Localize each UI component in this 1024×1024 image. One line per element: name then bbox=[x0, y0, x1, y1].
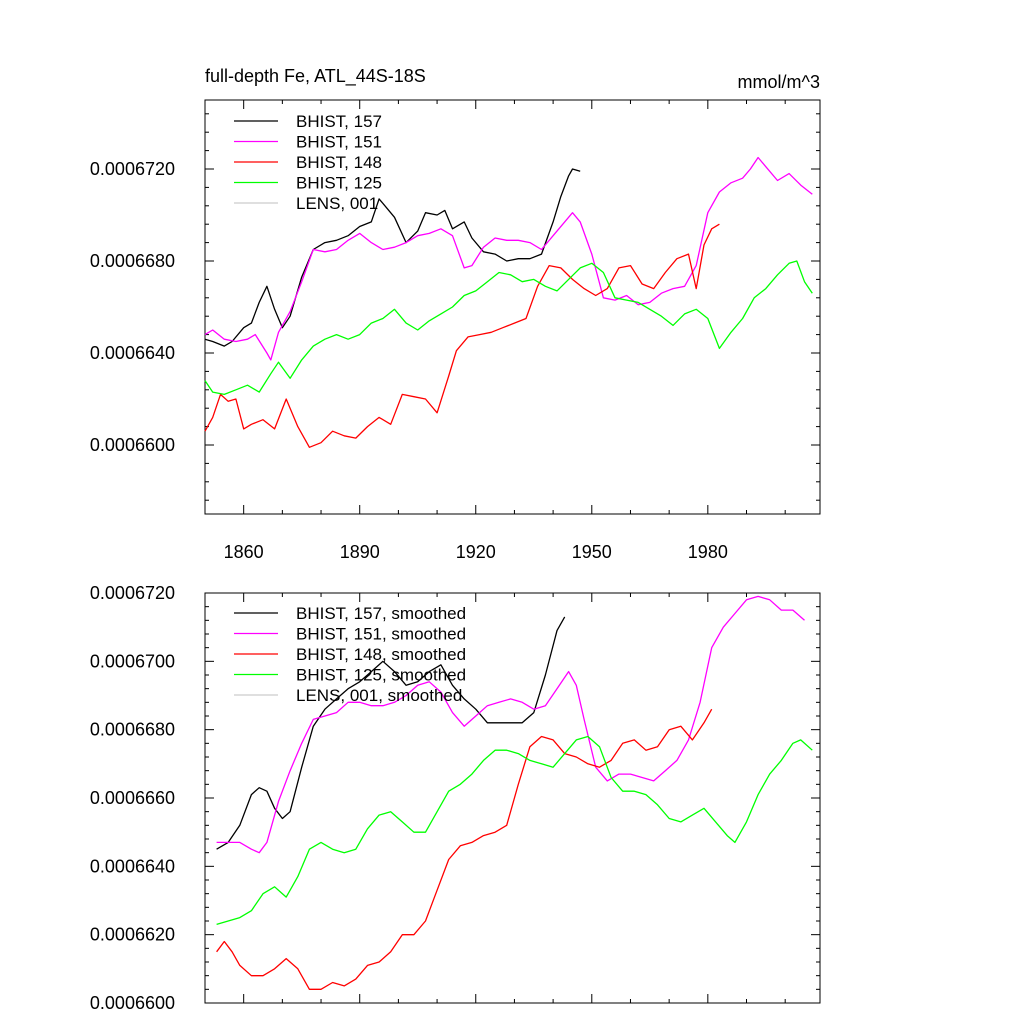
y-tick-label: 0.0006620 bbox=[90, 925, 175, 945]
x-tick-label: 1920 bbox=[456, 542, 496, 562]
units-label: mmol/m^3 bbox=[738, 72, 820, 92]
legend-label: LENS, 001 bbox=[296, 194, 378, 213]
series-line-2 bbox=[216, 595, 805, 854]
chart-panel-1: 0.0006600 0.0006640 0.0006680 0.0006720 1860… bbox=[90, 66, 821, 562]
legend-label: BHIST, 157 bbox=[296, 112, 382, 131]
y-tick-label: 0.0006720 bbox=[90, 159, 175, 179]
y-tick-label: 0.0006640 bbox=[90, 343, 175, 363]
series-line-4 bbox=[216, 735, 813, 926]
series-line-1 bbox=[204, 168, 581, 347]
plot-frame bbox=[204, 99, 821, 515]
series-line-3 bbox=[204, 223, 720, 448]
series-line-4 bbox=[204, 260, 813, 396]
legend-label: LENS, 001, smoothed bbox=[296, 686, 462, 705]
series-line-1 bbox=[216, 616, 566, 850]
legend-label: BHIST, 151 bbox=[296, 133, 382, 152]
y-tick-label: 0.0006640 bbox=[90, 856, 175, 876]
y-tick-label: 0.0006680 bbox=[90, 251, 175, 271]
series-line-3 bbox=[216, 708, 713, 990]
chart-title: full-depth Fe, ATL_44S-18S bbox=[205, 66, 426, 87]
y-tick-label: 0.0006720 bbox=[90, 583, 175, 603]
legend-label: BHIST, 148, smoothed bbox=[296, 645, 466, 664]
legend-label: BHIST, 125 bbox=[296, 174, 382, 193]
legend-label: BHIST, 151, smoothed bbox=[296, 625, 466, 644]
y-tick-label: 0.0006600 bbox=[90, 435, 175, 455]
y-tick-label: 0.0006700 bbox=[90, 651, 175, 671]
x-tick-label: 1890 bbox=[340, 542, 380, 562]
legend-label: BHIST, 125, smoothed bbox=[296, 666, 466, 685]
series-line-2 bbox=[204, 156, 813, 361]
x-tick-label: 1950 bbox=[572, 542, 612, 562]
legend-label: BHIST, 157, smoothed bbox=[296, 604, 466, 623]
legend-label: BHIST, 148 bbox=[296, 153, 382, 172]
y-tick-label: 0.0006680 bbox=[90, 720, 175, 740]
x-tick-label: 1860 bbox=[224, 542, 264, 562]
y-tick-label: 0.0006600 bbox=[90, 993, 175, 1013]
x-tick-label: 1980 bbox=[688, 542, 728, 562]
y-tick-label: 0.0006660 bbox=[90, 788, 175, 808]
chart-panel-2: 0.0006600 0.0006620 0.0006640 0.0006660 0.00… bbox=[90, 583, 821, 1013]
